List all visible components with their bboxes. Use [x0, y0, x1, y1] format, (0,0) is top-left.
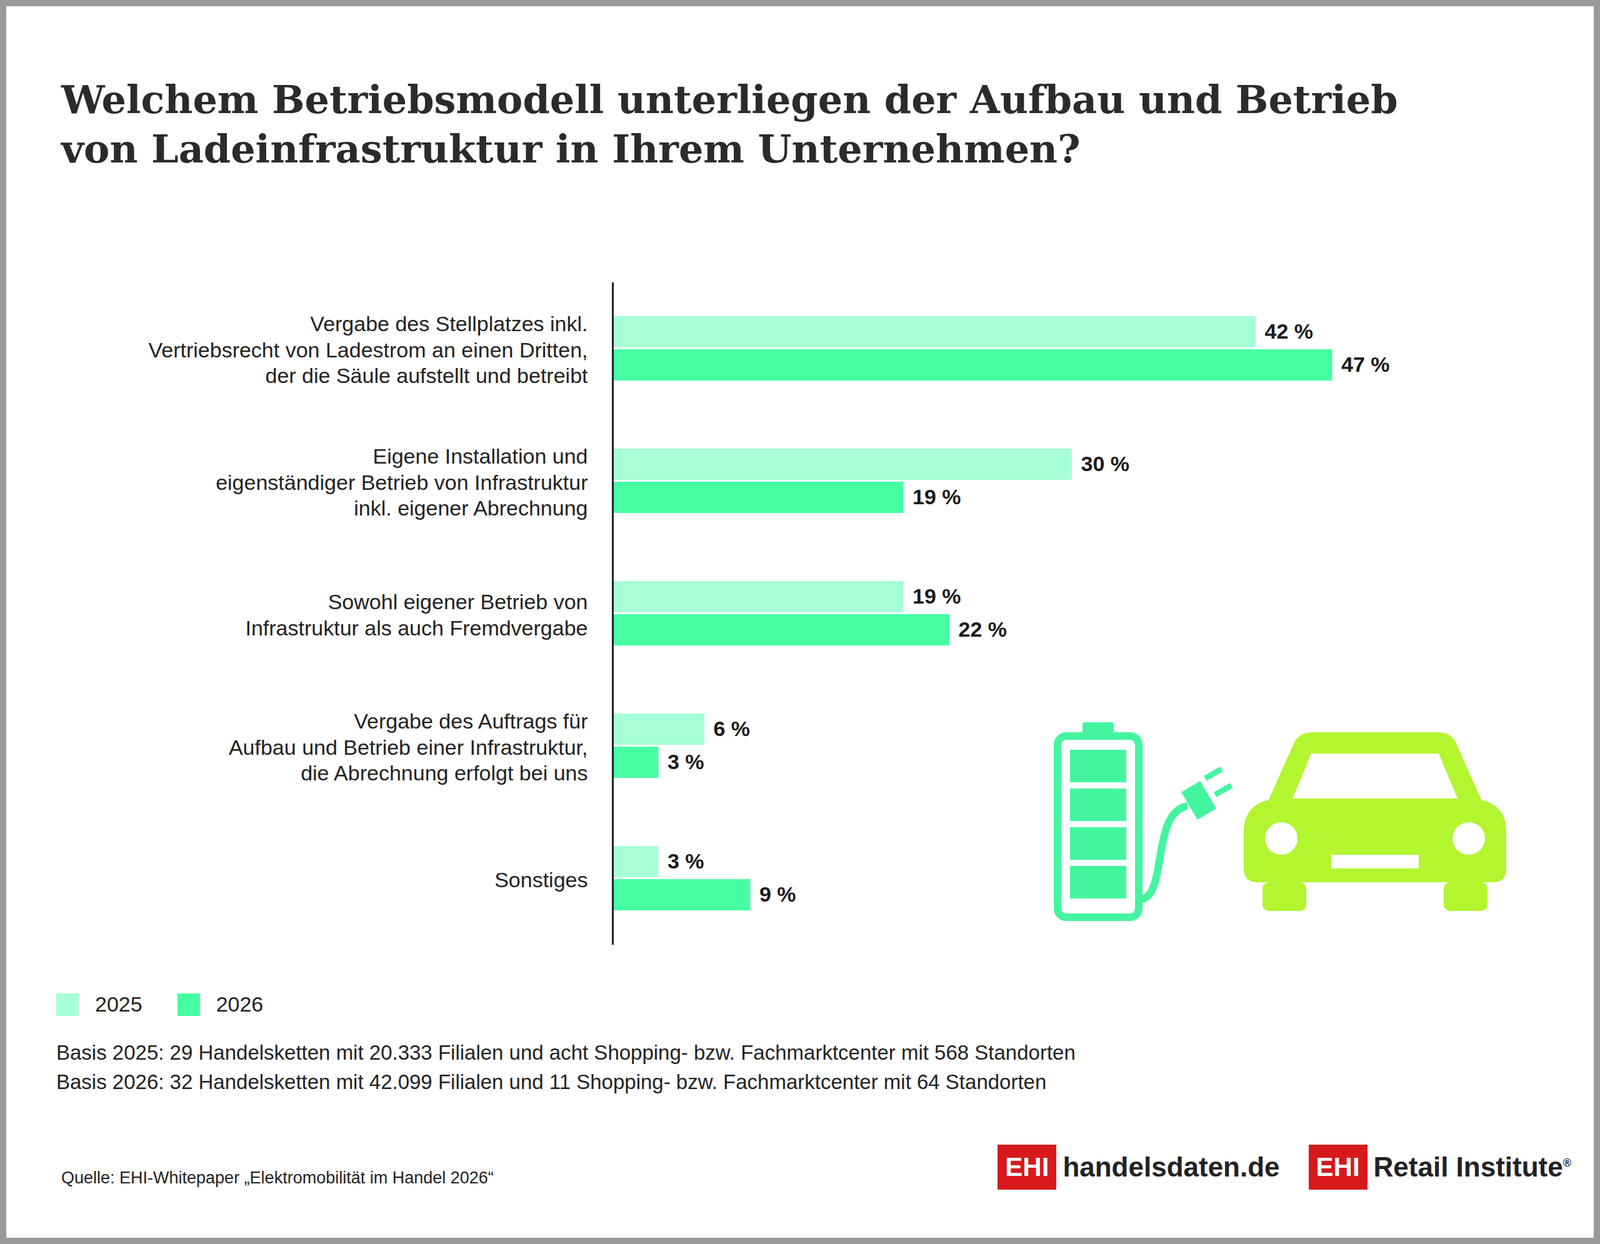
html-text:Quelle: EHI-Whitepaper „Elektr: Quelle: EHI-Whitepaper „Elektromobilität… — [61, 1168, 494, 1188]
html-text:Welchem Betriebsmodell unterli: Welchem Betriebsmodell unterliegen der A… — [61, 76, 1398, 173]
html-text:2025: 2025 — [95, 992, 143, 1017]
svg-text:6 %: 6 % — [713, 716, 751, 741]
svg-text:19 %: 19 % — [912, 584, 962, 609]
svg-text:Sowohl eigener Betrieb vonInfr: Sowohl eigener Betrieb vonInfrastruktur … — [245, 590, 588, 640]
svg-text:47 %: 47 % — [1341, 352, 1390, 377]
html-text:handelsdaten.de: handelsdaten.de — [1062, 1151, 1280, 1183]
html-text:Basis 2025: 29 Handelsketten m: Basis 2025: 29 Handelsketten mit 20.333 … — [56, 1041, 1076, 1065]
svg-text:Vergabe des Auftrags fürAufbau: Vergabe des Auftrags fürAufbau und Betri… — [228, 709, 589, 785]
html-text:Basis 2026: 32 Handelsketten m: Basis 2026: 32 Handelsketten mit 42.099 … — [56, 1070, 1047, 1094]
svg-text:30 %: 30 % — [1081, 451, 1130, 476]
html-text:EHI: EHI — [1316, 1152, 1360, 1182]
svg-text:Sonstiges: Sonstiges — [494, 868, 588, 892]
html-text:2026: 2026 — [216, 992, 264, 1017]
svg-text:22 %: 22 % — [958, 617, 1008, 642]
svg-text:9 %: 9 % — [759, 882, 797, 907]
svg-text:3 %: 3 % — [667, 750, 705, 774]
html-text:Retail Institute: Retail Institute — [1373, 1151, 1563, 1183]
svg-text:42 %: 42 % — [1265, 319, 1314, 344]
svg-text:19 %: 19 % — [912, 485, 962, 509]
svg-text:3 %: 3 % — [667, 849, 705, 874]
svg-text:Vergabe des Stellplatzes inkl.: Vergabe des Stellplatzes inkl.Vertriebsr… — [148, 311, 589, 388]
html-text:EHI: EHI — [1005, 1152, 1049, 1182]
svg-text:Eigene Installation undeigenst: Eigene Installation undeigenständiger Be… — [215, 444, 588, 520]
